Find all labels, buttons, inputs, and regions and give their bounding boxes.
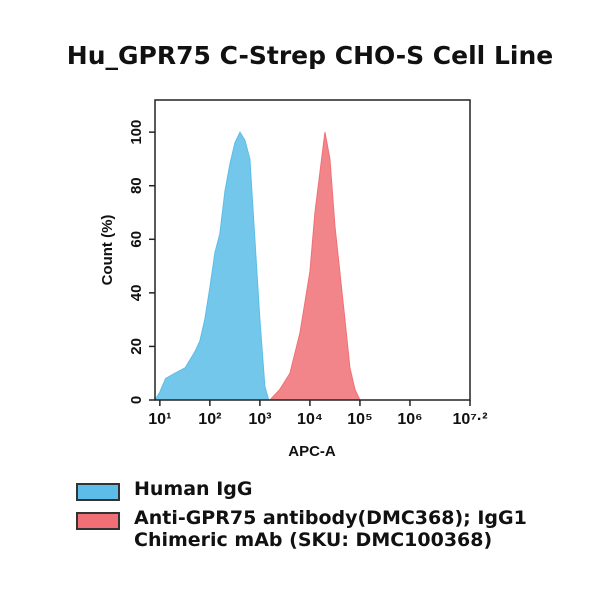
legend: Human IgG Anti-GPR75 antibody(DMC368); Ig… — [76, 478, 576, 557]
x-tick-label: 10⁵ — [347, 411, 372, 428]
legend-label: Anti-GPR75 antibody(DMC368); IgG1 Chimer… — [134, 507, 527, 551]
y-tick-label: 20 — [128, 338, 145, 355]
y-tick-label: 100 — [128, 120, 145, 145]
x-tick-label: 10¹ — [148, 411, 171, 428]
x-tick-label: 10⁶ — [397, 411, 422, 428]
y-tick-label: 60 — [128, 231, 145, 248]
legend-item: Anti-GPR75 antibody(DMC368); IgG1 Chimer… — [76, 507, 576, 551]
x-tick-label: 10² — [198, 411, 221, 428]
y-tick-label: 40 — [128, 285, 145, 302]
x-tick-label: 10⁷·² — [452, 411, 487, 428]
y-tick-label: 80 — [128, 177, 145, 194]
x-tick-label: 10⁴ — [297, 411, 323, 428]
y-axis-label: Count (%) — [99, 215, 116, 286]
legend-label: Human IgG — [134, 478, 253, 500]
chart-title: Hu_GPR75 C-Strep CHO-S Cell Line — [67, 41, 553, 70]
chart: Hu_GPR75 C-Strep CHO-S Cell Line APC-A C… — [67, 41, 553, 460]
legend-swatch — [76, 512, 120, 530]
legend-swatch — [76, 483, 120, 501]
x-tick-label: 10³ — [248, 411, 271, 428]
x-axis-label: APC-A — [288, 443, 336, 460]
area — [154, 131, 270, 401]
plot-frame — [154, 99, 471, 401]
legend-item: Human IgG — [76, 478, 576, 501]
area — [268, 132, 361, 401]
y-tick-label: 0 — [128, 396, 145, 404]
